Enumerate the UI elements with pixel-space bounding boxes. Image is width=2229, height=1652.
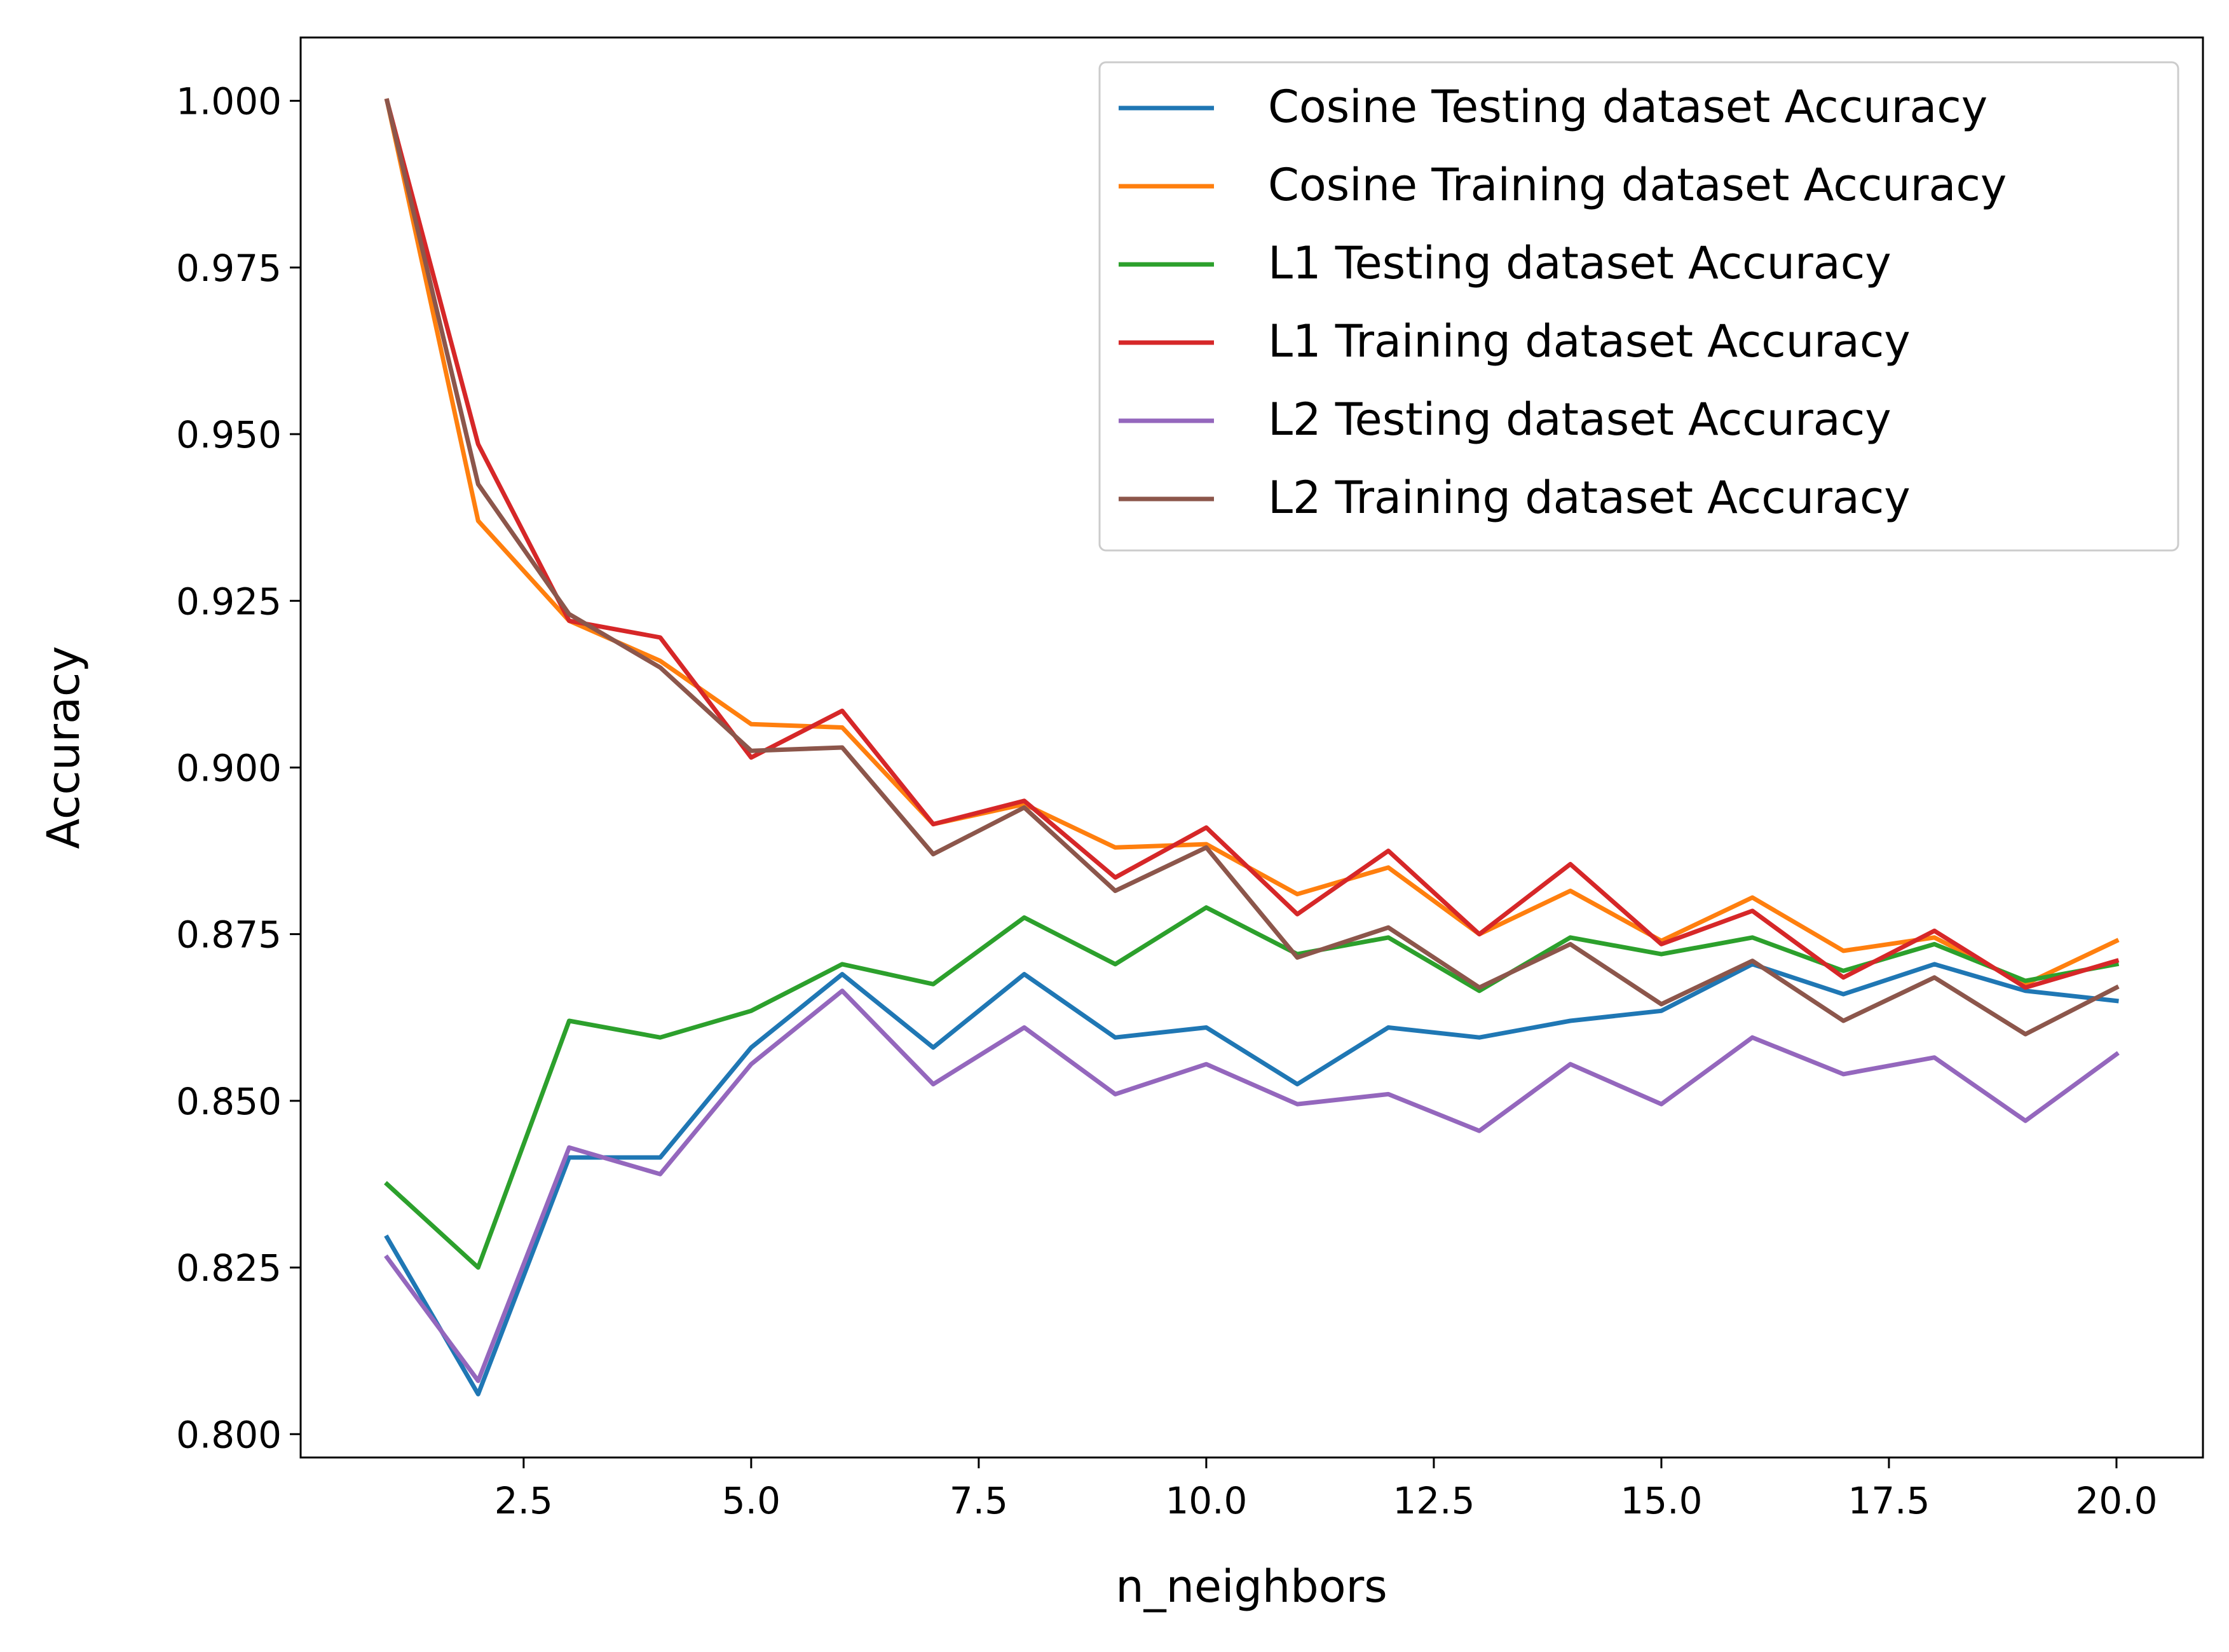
y-tick-label: 0.950 — [176, 413, 282, 456]
x-tick-label: 7.5 — [950, 1479, 1008, 1522]
y-tick-label: 0.850 — [176, 1080, 282, 1123]
legend-label-4: L2 Testing dataset Accuracy — [1268, 393, 1892, 446]
y-tick-label: 1.000 — [176, 80, 282, 123]
x-tick-label: 5.0 — [722, 1479, 780, 1522]
plot-lines — [384, 98, 2120, 1396]
x-tick-label: 2.5 — [494, 1479, 553, 1522]
x-tick-label: 12.5 — [1393, 1479, 1475, 1522]
legend: Cosine Testing dataset Accuracy Cosine Tr… — [1098, 61, 2179, 552]
legend-label-3: L1 Training dataset Accuracy — [1268, 315, 1911, 367]
series-line-4 — [384, 988, 2120, 1383]
y-axis-label: Accuracy — [37, 646, 90, 849]
y-tick-label: 0.875 — [176, 913, 282, 957]
x-axis-label: n_neighbors — [1115, 1560, 1387, 1613]
x-tick-label: 10.0 — [1165, 1479, 1247, 1522]
y-tick-label: 0.975 — [176, 247, 282, 290]
legend-label-2: L1 Testing dataset Accuracy — [1268, 237, 1892, 289]
x-tick-label: 17.5 — [1848, 1479, 1930, 1522]
y-tick-label: 0.900 — [176, 746, 282, 789]
x-tick-label: 15.0 — [1620, 1479, 1702, 1522]
y-tick-label: 0.800 — [176, 1413, 282, 1456]
series-line-5 — [384, 98, 2120, 1037]
legend-label-1: Cosine Training dataset Accuracy — [1268, 159, 2007, 211]
legend-box — [1098, 61, 2179, 552]
x-axis: 2.5 5.0 7.5 10.0 12.5 15.0 17.5 20.0 — [494, 1457, 2158, 1522]
y-tick-label: 0.825 — [176, 1246, 282, 1290]
y-tick-label: 0.925 — [176, 580, 282, 623]
series-line-0 — [384, 962, 2119, 1396]
y-axis: 0.800 0.825 0.850 0.875 0.900 0.925 0.950 0.975… — [176, 80, 301, 1456]
legend-label-0: Cosine Testing dataset Accuracy — [1268, 81, 1987, 133]
plot-area-frame — [299, 36, 2204, 1459]
series-line-3 — [384, 98, 2120, 990]
legend-label-5: L2 Training dataset Accuracy — [1268, 472, 1911, 524]
x-tick-label: 20.0 — [2075, 1479, 2157, 1522]
